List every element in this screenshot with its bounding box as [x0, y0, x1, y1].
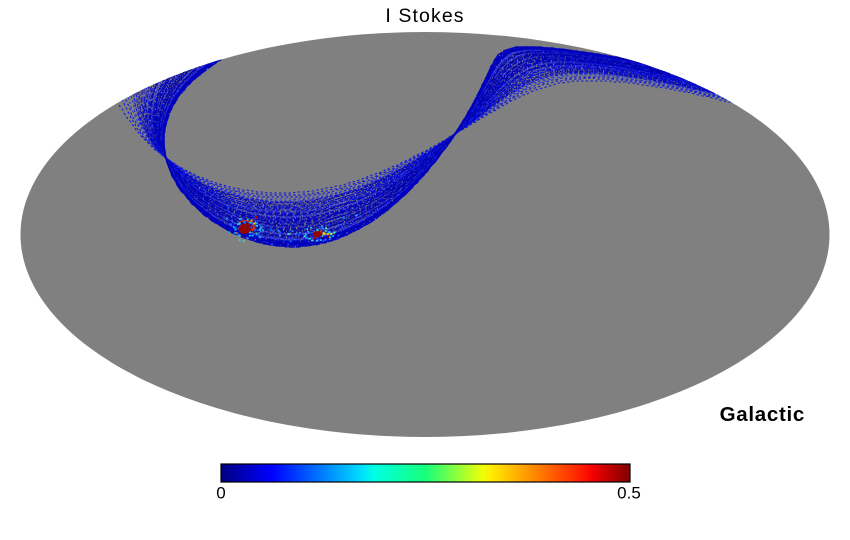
svg-text:0: 0	[216, 484, 225, 503]
svg-text:Galactic: Galactic	[720, 403, 805, 426]
svg-text:I Stokes: I Stokes	[385, 5, 464, 27]
svg-text:0.5: 0.5	[617, 484, 641, 503]
